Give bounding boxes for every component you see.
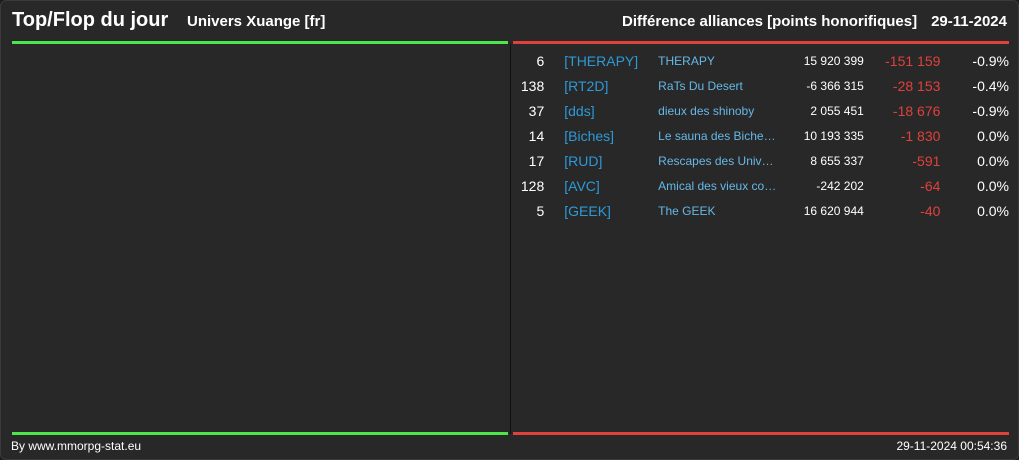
alliance-name-link[interactable]: Rescapes des Univ… — [658, 153, 774, 168]
flop-panel-top-bar — [513, 41, 1009, 44]
alliance-point-diff: -591 — [912, 152, 941, 169]
alliance-point-diff: -18 676 — [892, 102, 941, 119]
ranking-title: Différence alliances [points honorifique… — [622, 13, 1007, 30]
alliance-points: -6 366 315 — [806, 78, 864, 93]
alliance-tag-link[interactable]: [RT2D] — [564, 77, 609, 94]
top-panel — [12, 44, 508, 432]
header: Top/Flop du jour Univers Xuange [fr] Dif… — [1, 1, 1018, 41]
alliance-points: 15 920 399 — [803, 53, 864, 68]
top-panel-bottom-bar — [12, 432, 508, 435]
alliance-points: -242 202 — [816, 178, 864, 193]
alliance-rank: 14 — [528, 127, 545, 144]
alliance-percent-change: -0.9% — [972, 52, 1009, 69]
page-title: Top/Flop du jour — [12, 9, 169, 31]
table-row: 37 [dds] dieux des shinoby 2 055 451 -18 676… — [513, 98, 1009, 123]
alliance-percent-change: 0.0% — [977, 177, 1009, 194]
table-row: 138 [RT2D] RaTs Du Desert -6 366 315 -28 153… — [513, 73, 1009, 98]
alliance-percent-change: 0.0% — [977, 152, 1009, 169]
alliance-rank: 37 — [528, 102, 545, 119]
alliance-tag-link[interactable]: [GEEK] — [564, 202, 611, 219]
alliance-name-link[interactable]: Le sauna des Biche… — [658, 128, 776, 143]
alliance-rank: 128 — [520, 177, 545, 194]
alliance-point-diff: -64 — [920, 177, 941, 194]
alliance-tag-link[interactable]: [RUD] — [564, 152, 603, 169]
alliance-point-diff: -1 830 — [900, 127, 941, 144]
alliance-name-link[interactable]: dieux des shinoby — [658, 103, 755, 118]
site-credit: By www.mmorpg-stat.eu — [11, 439, 142, 453]
alliance-percent-change: -0.4% — [972, 77, 1009, 94]
alliance-points: 8 655 337 — [810, 153, 864, 168]
table-row: 17 [RUD] Rescapes des Univ… 8 655 337 -591 0.… — [513, 148, 1009, 173]
universe-subtitle: Univers Xuange [fr] — [187, 13, 326, 30]
alliance-points: 16 620 944 — [803, 203, 864, 218]
alliance-rank: 17 — [528, 152, 545, 169]
alliance-tag-link[interactable]: [dds] — [564, 102, 595, 119]
alliance-percent-change: 0.0% — [977, 202, 1009, 219]
ranking-type-label: Différence alliances [points honorifique… — [622, 13, 918, 30]
alliance-percent-change: -0.9% — [972, 102, 1009, 119]
table-row: 5 [GEEK] The GEEK 16 620 944 -40 0.0% — [513, 198, 1009, 223]
flop-table: 6 [THERAPY] THERAPY 15 920 399 -151 159 -0.9%… — [513, 48, 1009, 223]
alliance-points: 2 055 451 — [810, 103, 864, 118]
alliance-point-diff: -151 159 — [885, 52, 941, 69]
flop-table-body: 6 [THERAPY] THERAPY 15 920 399 -151 159 -0.9%… — [513, 48, 1009, 223]
table-row: 128 [AVC] Amical des vieux co… -242 202 -64 0… — [513, 173, 1009, 198]
table-row: 14 [Biches] Le sauna des Biche… 10 193 335 -… — [513, 123, 1009, 148]
alliance-rank: 5 — [536, 202, 545, 219]
alliance-name-link[interactable]: RaTs Du Desert — [658, 78, 743, 93]
alliance-tag-link[interactable]: [Biches] — [564, 127, 615, 144]
alliance-name-link[interactable]: The GEEK — [658, 203, 716, 218]
alliance-tag-link[interactable]: [AVC] — [564, 177, 600, 194]
alliance-tag-link[interactable]: [THERAPY] — [564, 52, 639, 69]
flop-panel-bottom-bar — [513, 432, 1009, 435]
alliance-point-diff: -40 — [920, 202, 941, 219]
top-panel-top-bar — [12, 41, 508, 44]
generated-timestamp: 29-11-2024 00:54:36 — [896, 439, 1007, 453]
alliance-point-diff: -28 153 — [892, 77, 941, 94]
table-row: 6 [THERAPY] THERAPY 15 920 399 -151 159 -0.9% — [513, 48, 1009, 73]
ranking-date: 29-11-2024 — [931, 13, 1007, 30]
alliance-rank: 6 — [536, 52, 545, 69]
alliance-name-link[interactable]: Amical des vieux co… — [658, 178, 777, 193]
alliance-rank: 138 — [520, 77, 545, 94]
alliance-name-link[interactable]: THERAPY — [658, 53, 715, 68]
panel-divider — [510, 44, 511, 434]
alliance-points: 10 193 335 — [803, 128, 864, 143]
alliance-percent-change: 0.0% — [977, 127, 1009, 144]
